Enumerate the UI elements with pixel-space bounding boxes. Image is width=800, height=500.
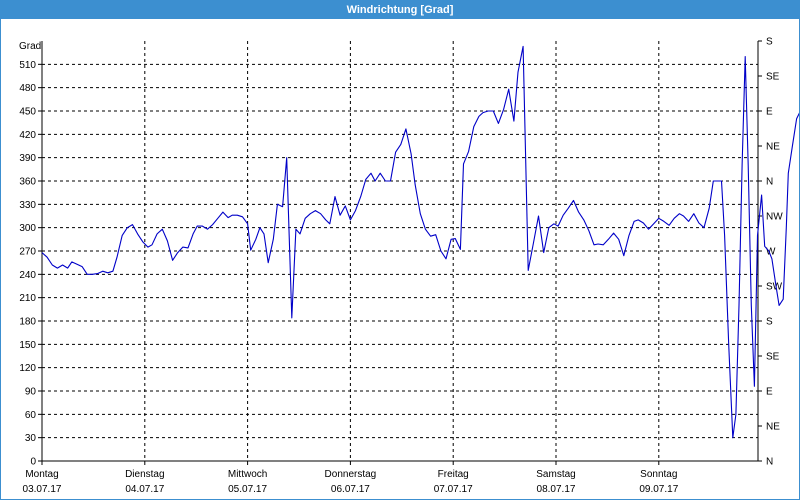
x-tick-day: Sonntag: [640, 469, 677, 480]
y-tick-label: 150: [19, 340, 36, 351]
x-tick-day: Samstag: [536, 469, 575, 480]
right-tick-label: E: [766, 107, 773, 118]
x-tick-day: Dienstag: [125, 469, 164, 480]
y-tick-label: 270: [19, 247, 36, 258]
right-tick-label: N: [766, 457, 773, 468]
x-tick-date: 06.07.17: [331, 484, 370, 495]
y-axis-label: Grad: [19, 41, 41, 52]
y-tick-label: 240: [19, 270, 36, 281]
x-tick-date: 05.07.17: [228, 484, 267, 495]
y-tick-label: 510: [19, 60, 36, 71]
y-tick-label: 120: [19, 363, 36, 374]
right-tick-label: SE: [766, 352, 780, 363]
window-title: Windrichtung [Grad]: [1, 1, 799, 19]
x-tick-day: Donnerstag: [325, 469, 377, 480]
x-tick-day: Mittwoch: [228, 469, 267, 480]
y-tick-label: 300: [19, 223, 36, 234]
x-tick-date: 03.07.17: [23, 484, 62, 495]
right-tick-label: S: [766, 317, 773, 328]
right-tick-label: W: [766, 247, 776, 258]
y-tick-label: 390: [19, 153, 36, 164]
right-tick-label: S: [766, 37, 773, 48]
y-tick-label: 330: [19, 200, 36, 211]
y-tick-label: 180: [19, 317, 36, 328]
right-tick-label: SE: [766, 72, 780, 83]
y-tick-label: 30: [25, 433, 37, 444]
right-tick-label: NE: [766, 422, 780, 433]
right-tick-label: E: [766, 387, 773, 398]
right-tick-label: NW: [766, 212, 783, 223]
y-tick-label: 360: [19, 177, 36, 188]
y-tick-label: 210: [19, 293, 36, 304]
y-tick-label: 0: [30, 457, 36, 468]
x-tick-date: 09.07.17: [639, 484, 678, 495]
y-tick-label: 420: [19, 130, 36, 141]
right-tick-label: N: [766, 177, 773, 188]
x-tick-day: Freitag: [438, 469, 469, 480]
y-tick-label: 60: [25, 410, 37, 421]
y-tick-label: 90: [25, 387, 37, 398]
x-tick-date: 07.07.17: [434, 484, 473, 495]
series-line-wind-direction: [41, 45, 799, 439]
x-tick-date: 08.07.17: [537, 484, 576, 495]
x-tick-day: Montag: [25, 469, 58, 480]
y-tick-label: 450: [19, 107, 36, 118]
y-tick-label: 480: [19, 83, 36, 94]
right-tick-label: NE: [766, 142, 780, 153]
line-chart: 0 30 60 90 120 150 180 210 240 270 300 330 360 390 420…: [19, 37, 799, 495]
x-tick-date: 04.07.17: [125, 484, 164, 495]
right-tick-label: SW: [766, 282, 783, 293]
